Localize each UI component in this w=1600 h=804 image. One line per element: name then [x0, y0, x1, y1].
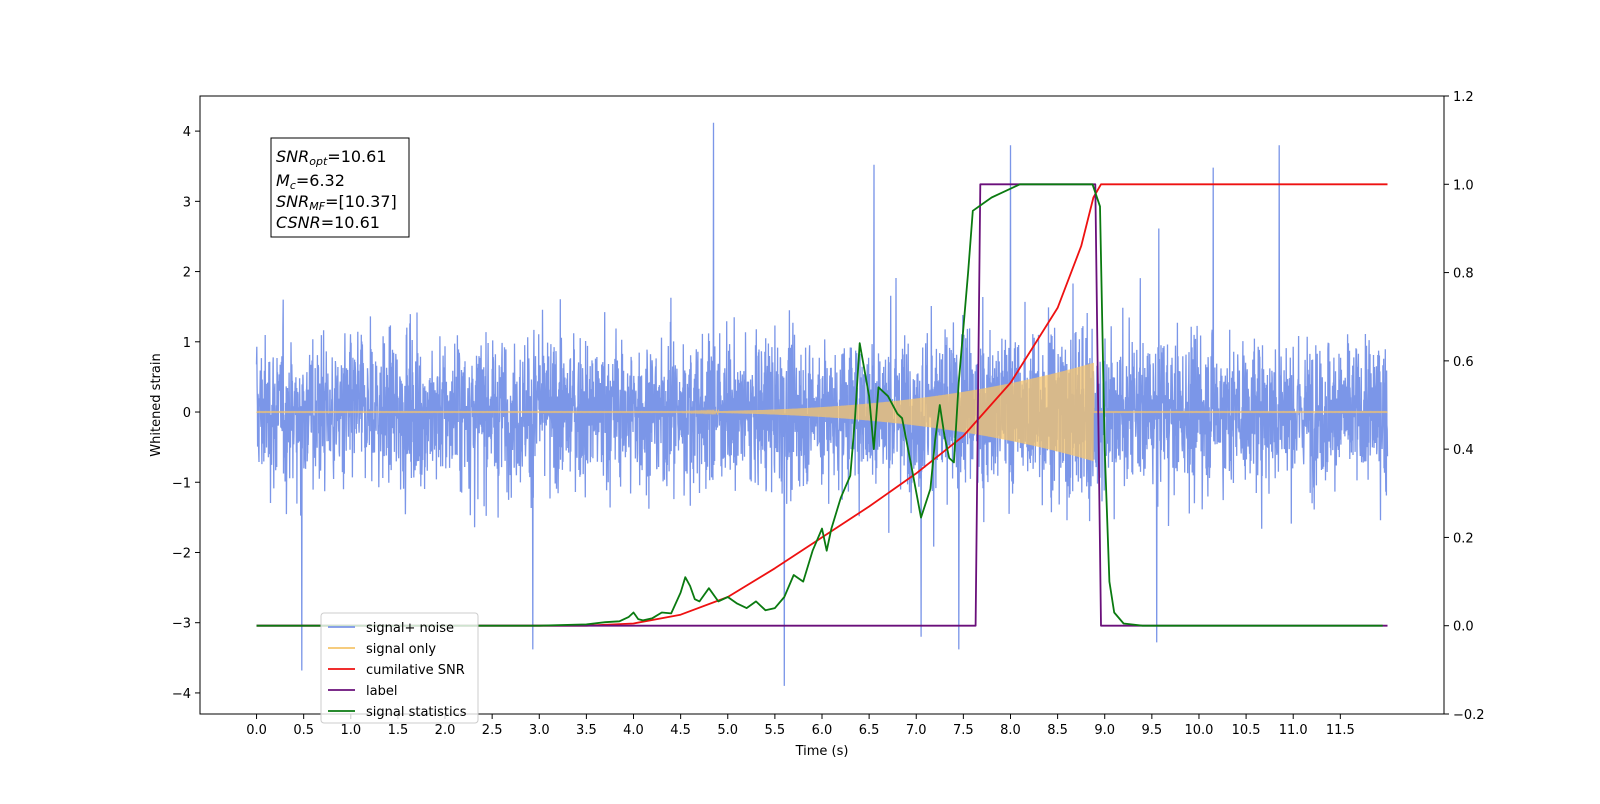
x-axis-label: Time (s) [795, 744, 849, 759]
y-tick-label: −2 [172, 546, 191, 561]
series-layer [255, 122, 1389, 686]
y2-tick-label: 0.2 [1453, 531, 1474, 546]
y2-tick-label: 0.0 [1453, 620, 1474, 635]
annotation-csnr: CSNR=10.61 [276, 213, 380, 232]
y2-tick-label: 1.0 [1453, 178, 1474, 193]
y2-tick-label: 0.8 [1453, 267, 1474, 282]
x-tick-label: 6.5 [859, 723, 880, 738]
annotation-snr-opt-value: =10.61 [327, 147, 386, 166]
legend-label: label [366, 684, 397, 699]
annotation-mc-value: =6.32 [296, 171, 345, 190]
x-tick-label: 8.0 [1000, 723, 1021, 738]
x-tick-label: 2.5 [482, 723, 503, 738]
legend-items: signal+ noise signal only cumilative SNR la… [328, 621, 467, 720]
x-tick-label: 6.0 [812, 723, 833, 738]
x-tick-label: 9.5 [1142, 723, 1163, 738]
x-tick-label: 9.0 [1094, 723, 1115, 738]
y-axis-right: 1.2 1.0 0.8 0.6 0.4 0.2 0.0 −0.2 [1444, 90, 1485, 723]
y2-tick-label: 0.4 [1453, 443, 1474, 458]
y2-tick-label: 1.2 [1453, 90, 1474, 105]
legend-label: signal+ noise [366, 621, 454, 636]
x-tick-label: 4.0 [623, 723, 644, 738]
x-tick-label: 8.5 [1047, 723, 1068, 738]
x-tick-label: 2.0 [435, 723, 456, 738]
annotation-snr-mf: SNRMF=[10.37] [276, 192, 397, 213]
legend-label: signal statistics [366, 705, 467, 720]
legend-label: signal only [366, 642, 436, 657]
y-tick-label: 0 [183, 406, 191, 421]
series-line-signal-statistics [256, 183, 1383, 627]
legend-label: cumilative SNR [366, 663, 465, 678]
series-line-signal-noise [255, 122, 1389, 686]
annotation-mc: Mc=6.32 [276, 171, 345, 192]
x-tick-label: 7.0 [906, 723, 927, 738]
x-tick-label: 0.0 [246, 723, 267, 738]
x-tick-label: 0.5 [293, 723, 314, 738]
x-tick-label: 7.5 [953, 723, 974, 738]
y-tick-label: −3 [172, 617, 191, 632]
x-tick-label: 11.0 [1279, 723, 1308, 738]
y-tick-label: −4 [172, 687, 191, 702]
x-tick-label: 3.0 [529, 723, 550, 738]
annotation-frame [270, 137, 410, 238]
x-tick-label: 10.5 [1232, 723, 1261, 738]
annotation-snr-mf-value: =[10.37] [325, 192, 397, 211]
x-tick-label: 1.5 [388, 723, 409, 738]
y-tick-label: 1 [183, 336, 191, 351]
x-tick-label: 5.5 [765, 723, 786, 738]
x-tick-label: 3.5 [576, 723, 597, 738]
y-tick-label: 3 [183, 195, 191, 210]
series-line-signal-only [256, 362, 1388, 462]
x-tick-label: 11.5 [1326, 723, 1355, 738]
x-tick-label: 10.0 [1184, 723, 1213, 738]
y-axis-left: 4 3 2 1 0 −1 −2 −3 −4 [172, 125, 200, 702]
y-tick-label: 2 [183, 266, 191, 281]
y-tick-label: −1 [172, 476, 191, 491]
y-axis-label: Whitened strain [149, 353, 164, 456]
x-axis: 0.0 0.5 1.0 1.5 2.0 2.5 3.0 3.5 4.0 4.5 5.0 5.5 6.0 6… [246, 714, 1355, 738]
series-line-cumulative-snr [256, 183, 1388, 627]
x-tick-label: 5.0 [717, 723, 738, 738]
annotation-snr-opt: SNRopt=10.61 [276, 147, 387, 168]
legend-frame [320, 612, 479, 724]
x-tick-label: 4.5 [670, 723, 691, 738]
x-tick-label: 1.0 [340, 723, 361, 738]
y2-tick-label: 0.6 [1453, 355, 1474, 370]
annotation-csnr-value: =10.61 [321, 213, 380, 232]
y-tick-label: 4 [183, 125, 191, 140]
y2-tick-label: −0.2 [1453, 708, 1485, 723]
snr-annotation-box: SNRopt=10.61 Mc=6.32 SNRMF=[10.37] CSNR=… [270, 137, 410, 238]
legend: signal+ noise signal only cumilative SNR la… [320, 612, 479, 724]
